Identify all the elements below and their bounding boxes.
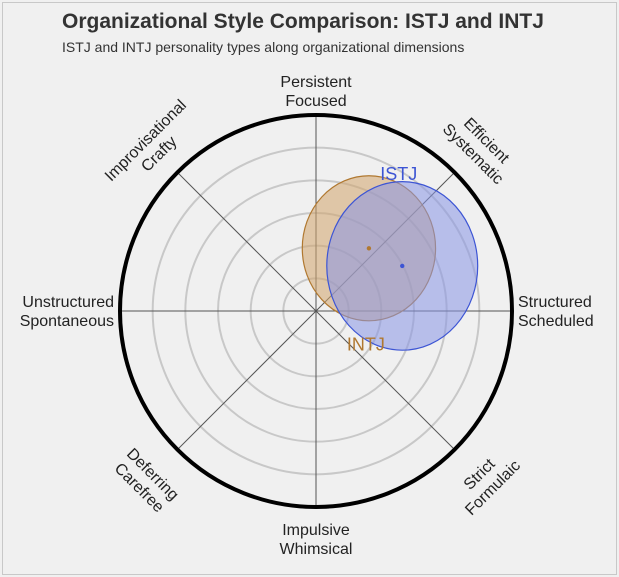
series-point-intj <box>366 246 372 251</box>
axis-label-strict: StrictFormulaic <box>449 444 524 519</box>
series-layer <box>301 175 479 351</box>
axis-label-unstructured: Unstructured Spontaneous <box>20 294 114 330</box>
axis-label-persistent: Persistent Focused <box>280 74 352 110</box>
series-label-istj: ISTJ <box>380 164 417 184</box>
axis-label-structured: Structured Scheduled <box>518 294 594 330</box>
outer-ring <box>118 113 514 509</box>
axis-label-impulsive: Impulsive Whimsical <box>280 522 353 558</box>
svg-text:DeferringCarefree: DeferringCarefree <box>110 445 182 517</box>
svg-text:StrictFormulaic: StrictFormulaic <box>449 444 524 519</box>
chart-title: Organizational Style Comparison: ISTJ an… <box>62 10 544 33</box>
chart-subtitle: ISTJ and INTJ personality types along or… <box>62 39 465 55</box>
axis-label-deferring: DeferringCarefree <box>110 445 182 517</box>
series-point-istj <box>400 263 405 269</box>
series-label-intj: INTJ <box>347 334 385 354</box>
axis-spoke <box>177 172 455 450</box>
